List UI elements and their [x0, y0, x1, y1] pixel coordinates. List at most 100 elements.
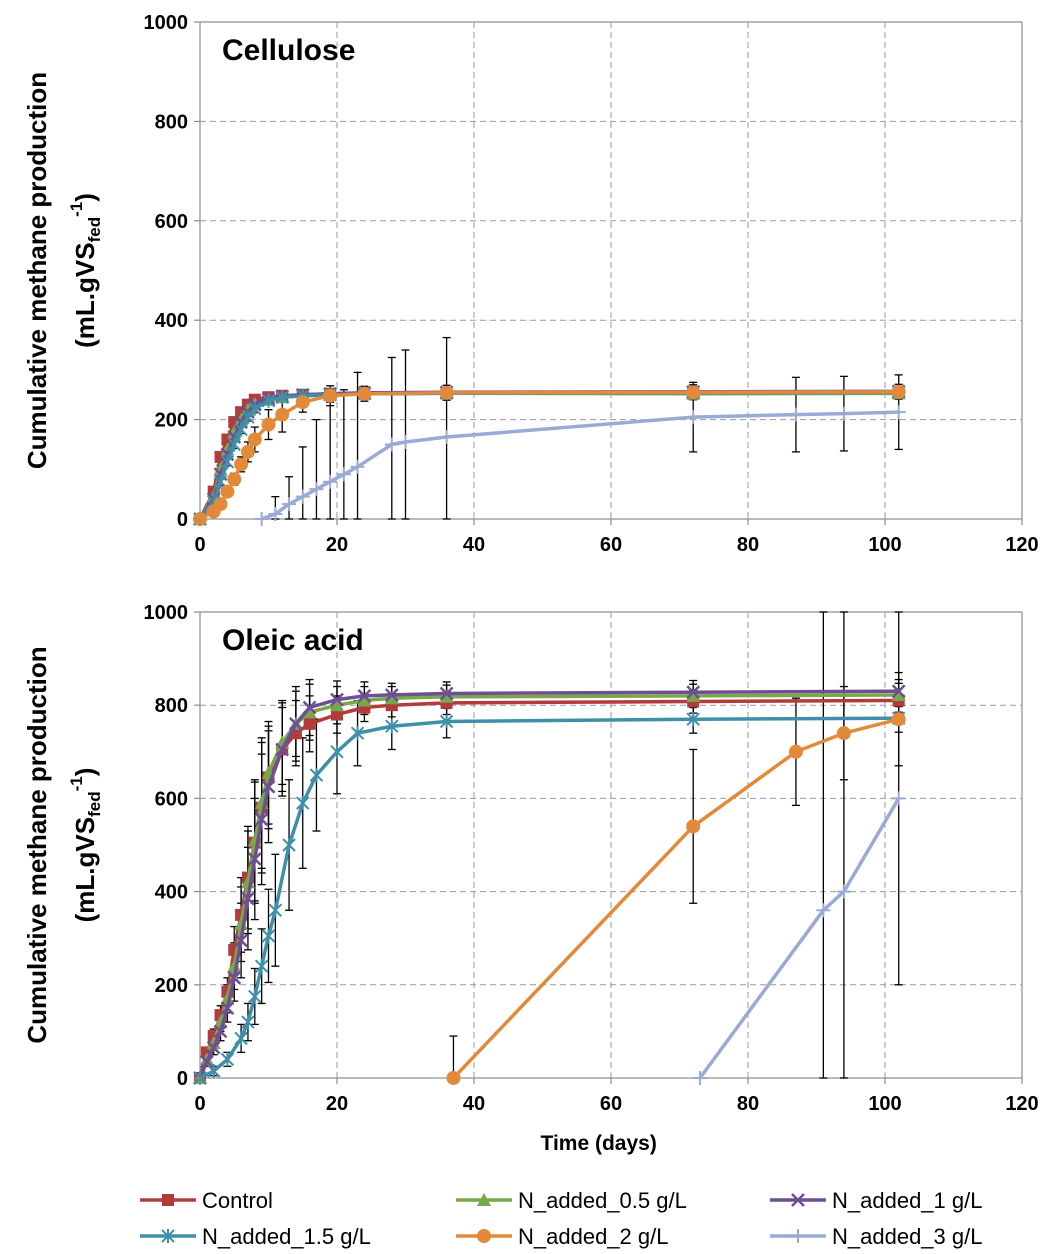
- cellulose-n-added-1-5-g-l-point-7: [248, 401, 262, 416]
- oleic-acid-n-added-0-5-g-l-point-18: [686, 688, 701, 702]
- cellulose-n-added-3-g-l-point-5: [323, 474, 338, 489]
- oleic-acid-ticks: 0 200 400 600 800 1000 0 20 40 60 80 100 120: [144, 602, 1039, 1115]
- oleic-acid-y-unit: (mL.gVS: [70, 817, 100, 922]
- oleic-acid-n-added-1-g-l-point-19: [891, 684, 906, 699]
- cellulose-n-added-1-5-g-l-point-6: [241, 410, 255, 425]
- oleic-acid-n-added-1-g-l-point-14: [330, 692, 344, 707]
- cellulose-y-axis-label-line1: Cumulative methane production: [22, 72, 52, 469]
- oleic-acid-n-added-1-g-l-point-12: [289, 716, 303, 731]
- oleic-acid-x-tick-80: 80: [737, 1093, 759, 1115]
- cellulose-n-added-2-g-l-point-3: [220, 484, 235, 499]
- cellulose-n-added-1-5-g-l-point-5: [234, 422, 248, 437]
- oleic-acid-n-added-1-5-g-l-point-3: [234, 1031, 248, 1046]
- cellulose-x-tick-80: 80: [737, 534, 759, 556]
- cellulose-n-added-2-g-l-point-4: [227, 472, 242, 487]
- cellulose-y-axis-label-line2: (mL.gVSfed-1): [67, 193, 104, 348]
- oleic-acid-n-added-1-g-l-point-16: [384, 688, 399, 702]
- oleic-acid-n-added-1-g-l-point-5: [227, 970, 242, 985]
- oleic-acid-n-added-1-g-l-point-1: [199, 1054, 214, 1069]
- oleic-acid-n-added-1-5-g-l-point-12: [330, 744, 344, 759]
- cellulose-y-tick-400: 400: [155, 310, 188, 332]
- oleic-acid-y-axis-label-line1: Cumulative methane production: [22, 646, 52, 1043]
- oleic-acid-n-added-1-g-l-point-4: [220, 1001, 235, 1015]
- oleic-acid-n-added-1-g-l-point-6: [234, 933, 248, 948]
- cellulose-n-added-3-g-l-error-9: [401, 349, 410, 520]
- legend-label-n-added-1-5-g-l: N_added_1.5 g/L: [202, 1224, 371, 1249]
- x-axis-label: Time (days): [541, 1132, 657, 1155]
- cellulose-title: Cellulose: [222, 34, 355, 67]
- cellulose-ticks: 0 200 400 600 800 1000 0 20 40 60 80 100 120: [144, 12, 1039, 556]
- legend-label-n-added-2-g-l: N_added_2 g/L: [518, 1224, 668, 1249]
- oleic-acid-n-added-1-5-g-l-point-6: [254, 959, 269, 974]
- oleic-acid-n-added-1-g-l-point-13: [302, 700, 317, 715]
- oleic-acid-x-tick-120: 120: [1005, 1093, 1038, 1115]
- cellulose-n-added-2-g-l-point-15: [891, 384, 906, 399]
- oleic-acid-n-added-0-5-g-l-point-5: [227, 959, 242, 973]
- oleic-acid-n-added-1-g-l-point-15: [357, 688, 372, 703]
- oleic-acid-n-added-3-g-l-line: [698, 797, 901, 1080]
- legend-item-n-added-1-g-l: N_added_1 g/L: [770, 1188, 982, 1213]
- oleic-acid-y-tick-600: 600: [155, 788, 188, 810]
- oleic-acid-n-added-1-5-g-l-point-9: [282, 838, 296, 852]
- oleic-acid-control-point-14: [331, 708, 343, 721]
- cellulose-n-added-3-g-l-point-10: [439, 429, 454, 444]
- oleic-acid-n-added-0-5-g-l-point-15: [357, 693, 372, 707]
- cellulose-n-added-3-g-l-point-8: [384, 437, 399, 452]
- oleic-acid-n-added-3-g-l-error-1: [819, 611, 828, 1079]
- cellulose-y-tick-0: 0: [177, 509, 188, 531]
- legend-item-n-added-1-5-g-l: N_added_1.5 g/L: [140, 1224, 371, 1249]
- cellulose-n-added-3-g-l-point-3: [295, 489, 310, 504]
- cellulose-series: [193, 384, 906, 526]
- cellulose-x-tick-20: 20: [326, 534, 348, 556]
- cellulose-n-added-1-5-g-l-point-3: [220, 454, 235, 469]
- oleic-acid-n-added-1-5-g-l-point-2: [220, 1052, 235, 1067]
- cellulose-y-unit-close: ): [70, 193, 100, 202]
- cellulose-n-added-2-g-l-point-2: [213, 497, 228, 512]
- cellulose-x-tick-60: 60: [600, 534, 622, 556]
- oleic-acid-n-added-1-5-g-l-point-5: [248, 989, 262, 1004]
- cellulose-n-added-1-5-g-l-point-4: [227, 437, 241, 452]
- oleic-acid-grid: [200, 612, 1022, 1078]
- oleic-acid-n-added-1-g-l-point-9: [254, 812, 269, 827]
- oleic-acid-n-added-1-5-g-l-point-10: [296, 796, 310, 811]
- legend-item-control: Control: [140, 1188, 273, 1213]
- cellulose-n-added-3-g-l-point-13: [836, 406, 851, 421]
- oleic-acid-n-added-1-g-l-point-2: [206, 1040, 221, 1055]
- cellulose-n-added-3-g-l-point-6: [336, 467, 351, 482]
- legend-item-n-added-3-g-l: N_added_3 g/L: [770, 1224, 982, 1249]
- oleic-acid-n-added-2-g-l-point-4: [891, 712, 906, 727]
- oleic-acid-y-tick-400: 400: [155, 882, 188, 904]
- cellulose-n-added-2-g-l-point-7: [247, 432, 262, 447]
- legend-marker-n-added-2-g-l: [477, 1229, 491, 1243]
- oleic-acid-x-tick-100: 100: [868, 1093, 901, 1115]
- cellulose-n-added-2-g-l-point-8: [261, 417, 276, 432]
- cellulose-n-added-2-g-l-point-14: [686, 385, 701, 400]
- cellulose-x-tick-40: 40: [463, 534, 485, 556]
- legend-marker-n-added-1-g-l: [791, 1193, 805, 1207]
- oleic-acid-y-unit-sub: fed: [85, 791, 104, 817]
- cellulose-n-added-3-g-l-point-7: [350, 459, 365, 474]
- oleic-acid-y-unit-sup: -1: [67, 776, 86, 791]
- oleic-acid-n-added-2-g-l-point-3: [836, 726, 851, 741]
- oleic-acid-title: Oleic acid: [222, 624, 364, 657]
- cellulose-n-added-2-g-l-point-9: [275, 407, 290, 422]
- cellulose-y-tick-1000: 1000: [144, 12, 189, 34]
- oleic-acid-n-added-1-5-g-l-point-13: [350, 726, 365, 741]
- cellulose-n-added-3-g-l-point-12: [788, 407, 803, 422]
- oleic-acid-y-axis-label-line2: (mL.gVSfed-1): [67, 768, 104, 923]
- oleic-acid-n-added-1-g-l-point-8: [247, 852, 262, 866]
- cellulose-n-added-3-g-l-error-7: [353, 371, 362, 520]
- cellulose-y-tick-600: 600: [155, 211, 188, 233]
- oleic-acid-n-added-1-5-g-l-point-11: [309, 768, 324, 783]
- cellulose-y-unit-sup: -1: [67, 202, 86, 217]
- legend: Control N_added_0.5 g/L N_added_1 g/L N_add…: [140, 1188, 982, 1249]
- cellulose-n-added-2-g-l-point-13: [439, 385, 454, 400]
- legend-marker-n-added-3-g-l: [791, 1229, 805, 1243]
- oleic-acid-n-added-1-g-l-point-10: [261, 779, 276, 794]
- oleic-acid-n-added-2-g-l-point-1: [686, 819, 701, 834]
- oleic-acid-y-tick-1000: 1000: [144, 602, 189, 624]
- oleic-acid-n-added-1-g-l-line: [198, 689, 899, 1079]
- cellulose-n-added-3-g-l-error-3: [298, 446, 307, 520]
- oleic-acid-n-added-2-g-l-point-2: [788, 744, 803, 759]
